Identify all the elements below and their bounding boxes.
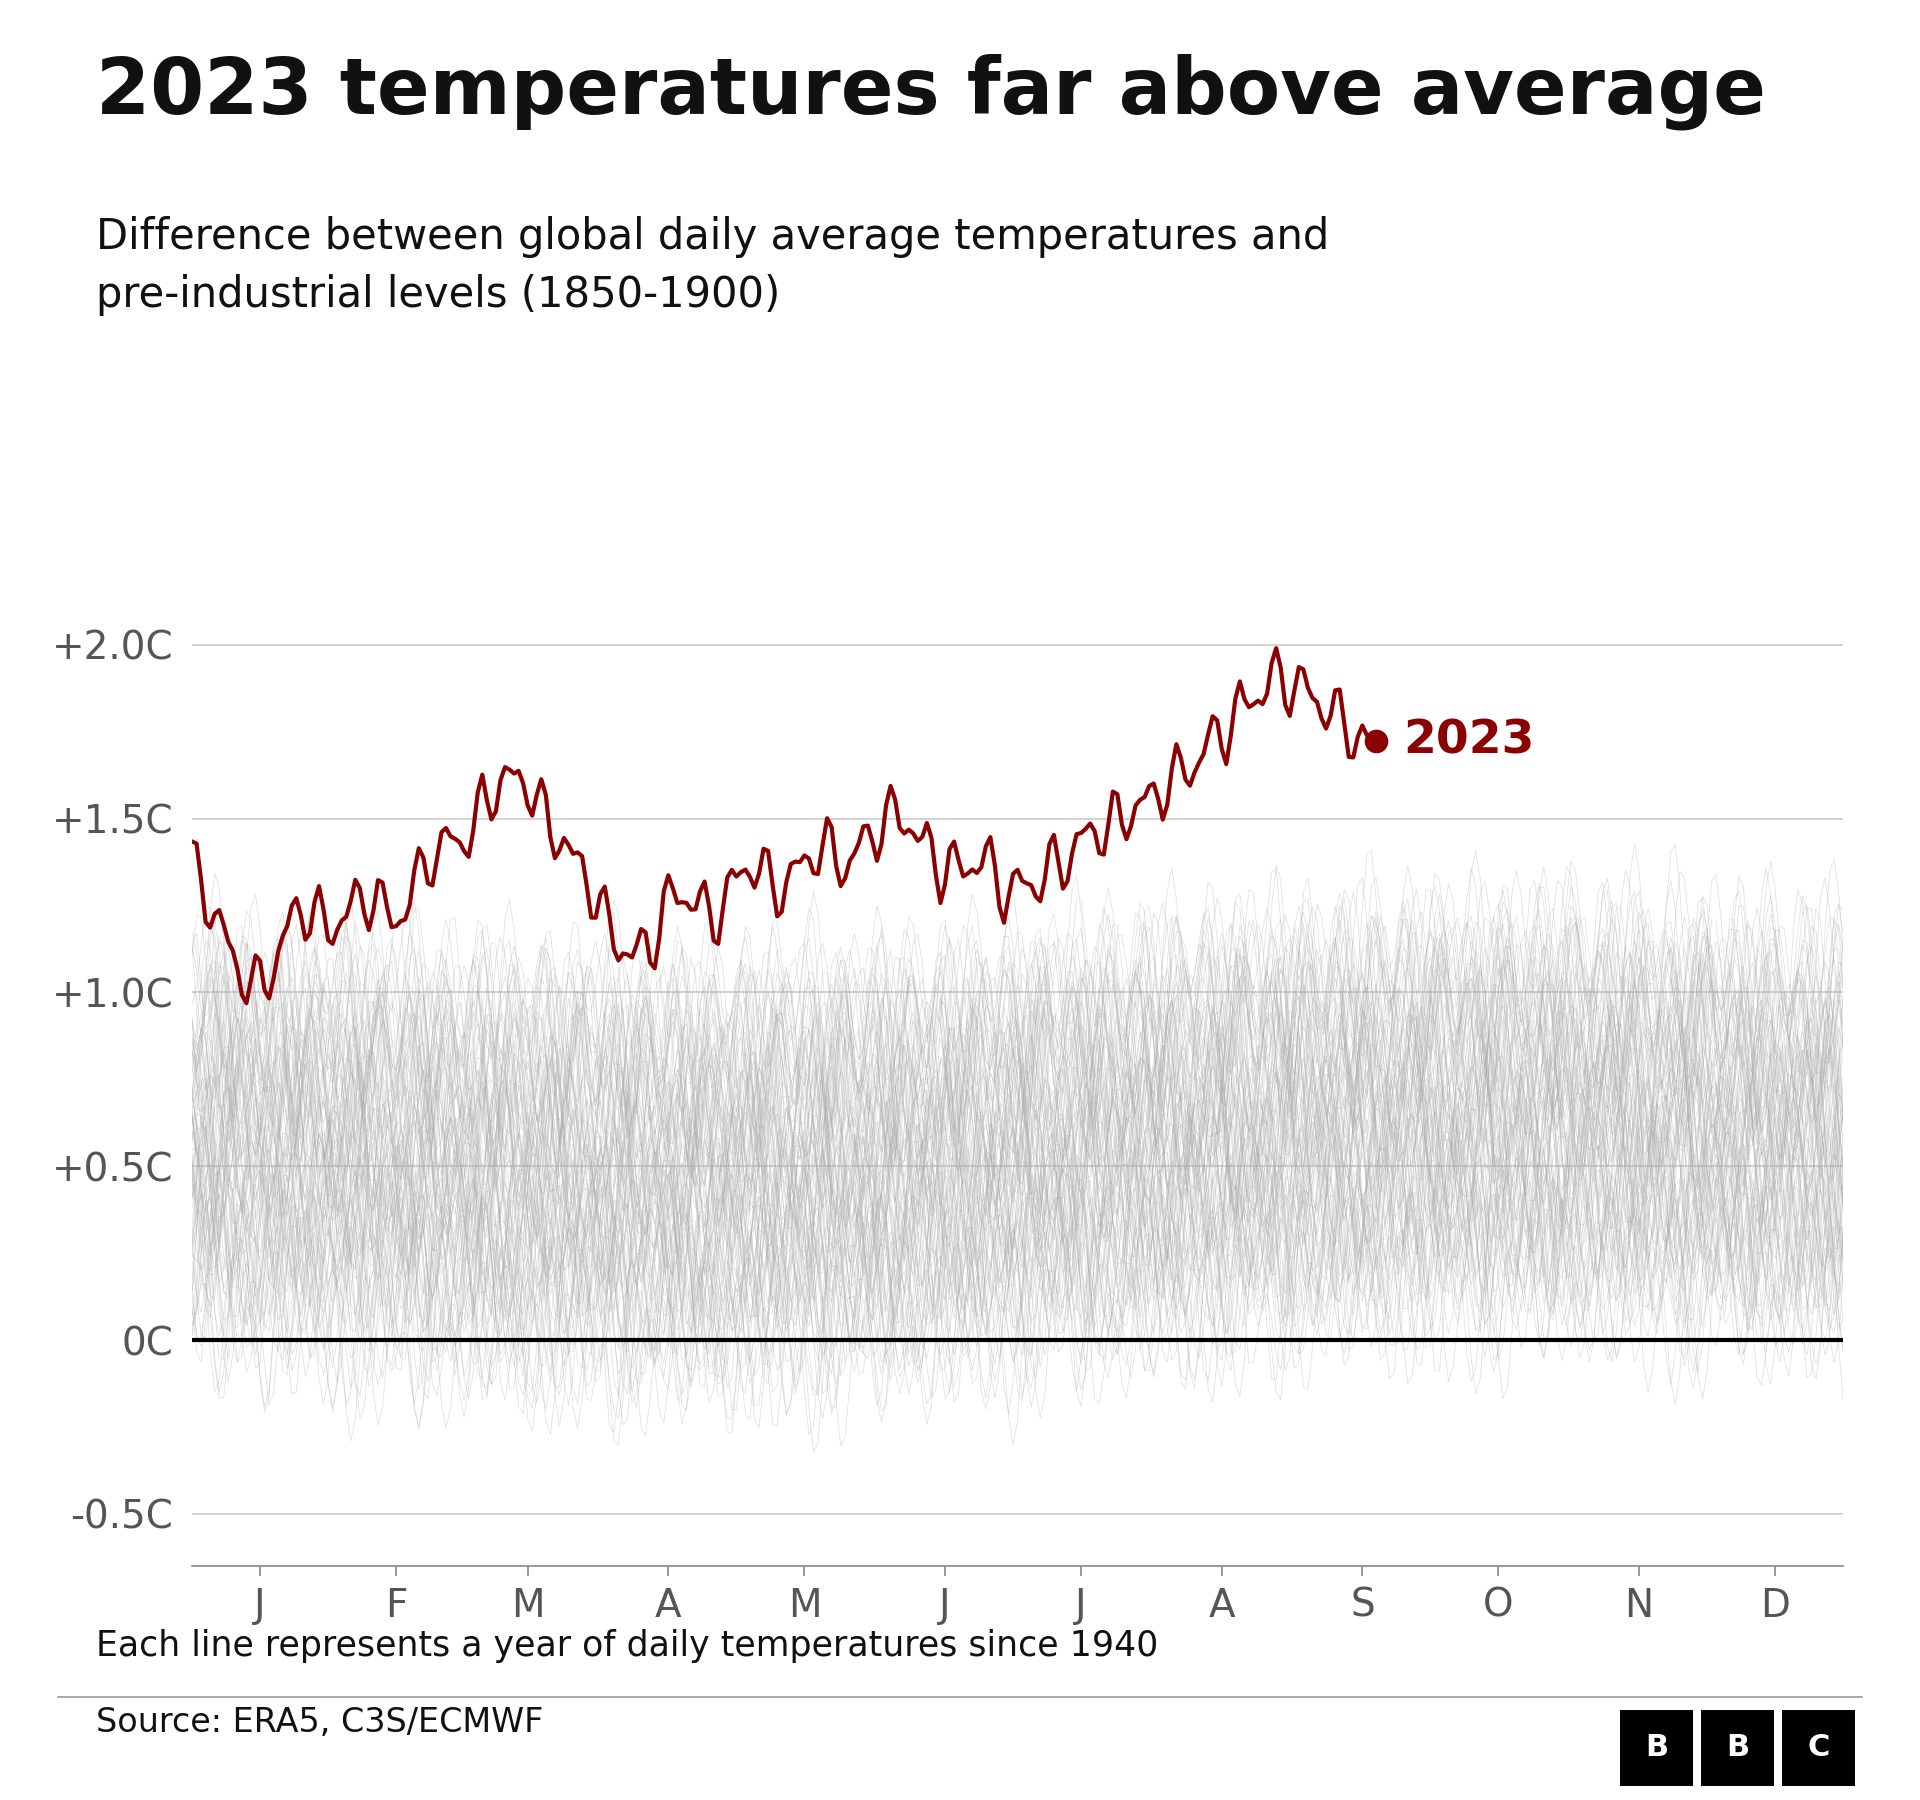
Text: B: B (1645, 1733, 1668, 1762)
Text: 2023 temperatures far above average: 2023 temperatures far above average (96, 54, 1766, 131)
Text: B: B (1726, 1733, 1749, 1762)
Text: 2023: 2023 (1404, 718, 1534, 763)
Text: C: C (1807, 1733, 1830, 1762)
Text: Difference between global daily average temperatures and
pre-industrial levels (: Difference between global daily average … (96, 216, 1329, 317)
Text: Source: ERA5, C3S/ECMWF: Source: ERA5, C3S/ECMWF (96, 1706, 543, 1739)
Text: Each line represents a year of daily temperatures since 1940: Each line represents a year of daily tem… (96, 1629, 1158, 1663)
